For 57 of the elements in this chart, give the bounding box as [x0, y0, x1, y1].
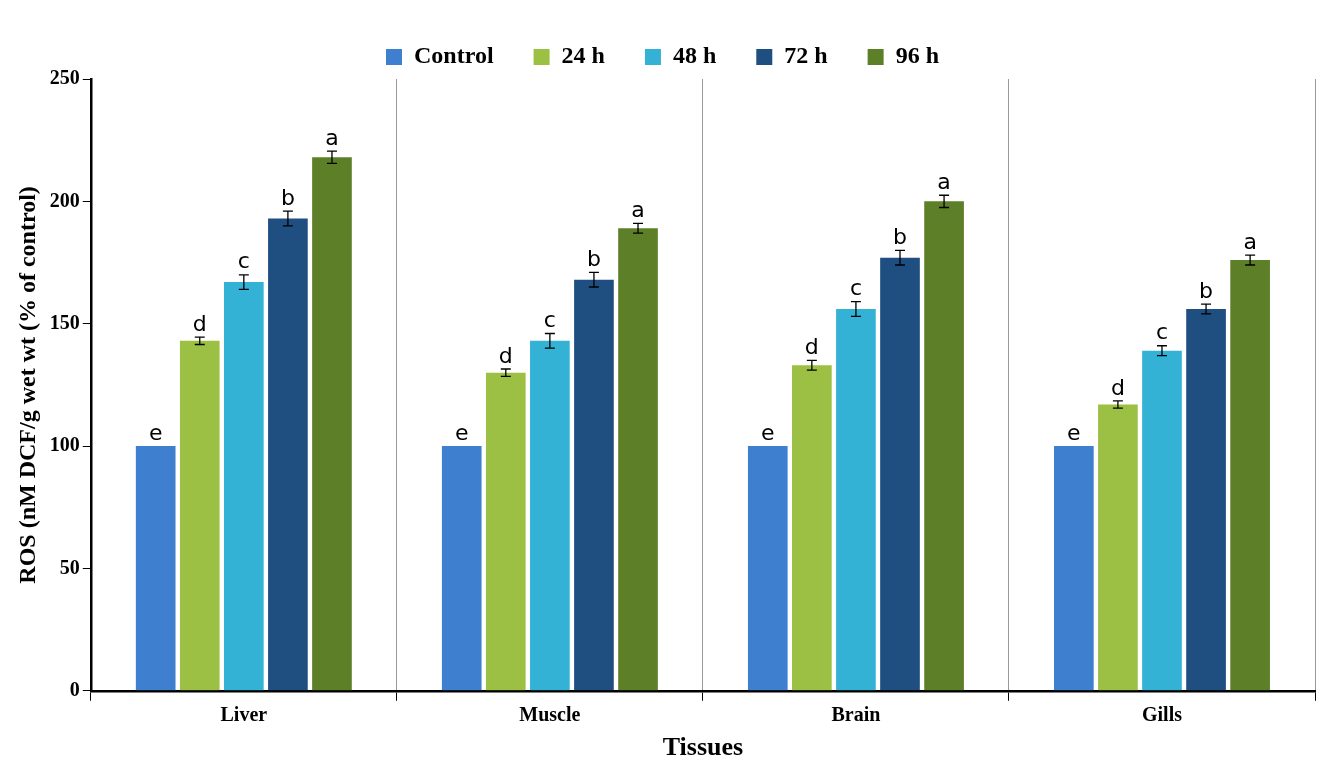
bar: [1186, 309, 1226, 691]
data-label: b: [1199, 277, 1214, 303]
data-label: d: [1110, 374, 1125, 400]
y-tick-label: 150: [49, 310, 80, 333]
data-label: c: [1155, 319, 1169, 345]
y-tick-label: 0: [69, 677, 80, 700]
y-axis-title: ROS (nM DCF/g wet wt (% of control): [13, 186, 40, 584]
legend-label: 24 h: [561, 42, 605, 69]
data-label: e: [454, 419, 469, 445]
bar: [485, 372, 526, 691]
legend-label: Control: [414, 42, 494, 69]
bar: [924, 201, 964, 691]
y-tick-label: 100: [49, 433, 80, 456]
bar: [268, 218, 308, 691]
bar: [1142, 350, 1182, 691]
x-tick-label: Muscle: [519, 702, 581, 725]
bar: [135, 446, 176, 691]
bar: [179, 340, 220, 691]
legend-label: 96 h: [895, 42, 939, 69]
data-label: e: [1067, 419, 1081, 445]
x-tick-label: Brain: [831, 702, 881, 725]
data-label: a: [325, 124, 339, 150]
data-label: c: [849, 275, 862, 301]
data-label: b: [586, 246, 601, 272]
bar: [792, 365, 832, 691]
bar: [530, 340, 570, 691]
bar: [618, 228, 658, 691]
bar: [1054, 446, 1094, 691]
data-label: b: [893, 224, 907, 250]
x-axis-title: Tissues: [662, 732, 744, 762]
x-tick-label: Liver: [220, 702, 268, 725]
bar: [880, 257, 920, 691]
bar: [312, 157, 352, 691]
x-tick-label: Gills: [1141, 702, 1183, 725]
data-label: a: [1243, 228, 1257, 254]
bar: [747, 446, 788, 691]
bar: [223, 282, 264, 691]
data-label: a: [631, 197, 645, 223]
y-tick-label: 200: [49, 188, 80, 211]
legend-label: 48 h: [672, 42, 717, 69]
y-tick-label: 250: [49, 66, 80, 89]
bar: [1230, 260, 1270, 691]
bar: [441, 446, 482, 691]
bar: [836, 309, 876, 691]
data-label: e: [148, 419, 163, 445]
data-label: a: [937, 168, 951, 194]
legend-label: 72 h: [784, 42, 828, 69]
y-tick-label: 50: [59, 555, 80, 578]
bar: [1098, 404, 1138, 691]
data-label: e: [761, 419, 775, 445]
data-label: c: [543, 307, 556, 333]
data-label: d: [498, 342, 513, 368]
bar: [574, 279, 614, 691]
data-label: d: [192, 310, 207, 336]
data-label: c: [237, 248, 250, 274]
data-label: d: [804, 334, 819, 360]
data-label: b: [280, 184, 295, 210]
